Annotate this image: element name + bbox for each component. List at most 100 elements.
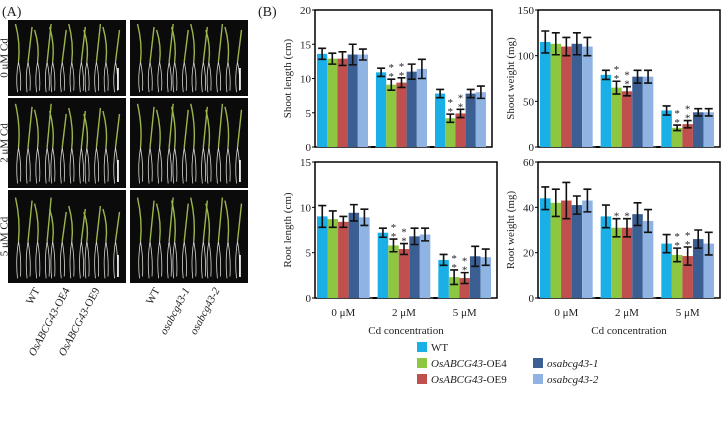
- error-bar: [349, 203, 358, 222]
- bar: [327, 58, 338, 148]
- seedling-shoot: [183, 29, 189, 62]
- seedling-shoot: [149, 200, 155, 242]
- significance-star: *: [685, 230, 691, 242]
- error-bar: [623, 217, 631, 238]
- seedling-root: [79, 61, 84, 93]
- seedling-root: [216, 61, 222, 93]
- y-tick-label: 15: [300, 39, 312, 51]
- seedling-root: [201, 147, 206, 184]
- seedling-root: [25, 61, 31, 93]
- bar: [561, 46, 572, 147]
- y-tick-label: 100: [518, 51, 535, 63]
- seedling-root: [44, 61, 50, 93]
- seedling-root: [16, 147, 22, 184]
- error-bar: [466, 88, 475, 99]
- error-bar: [562, 181, 571, 220]
- error-bar: [387, 78, 396, 91]
- seedling-root: [157, 61, 163, 93]
- seedling-shoot: [27, 106, 33, 148]
- seedling-root: [25, 147, 31, 184]
- significance-star: *: [391, 231, 397, 243]
- error-bar: [601, 69, 610, 81]
- x-tick-label: 2 μM: [392, 307, 416, 319]
- error-bar: [421, 227, 430, 242]
- bar: [692, 239, 704, 298]
- significance-star: *: [448, 97, 454, 109]
- significance-star: *: [674, 108, 680, 120]
- seedling-root: [216, 241, 222, 279]
- seedling-shoot: [114, 29, 121, 62]
- seedling-root: [84, 147, 90, 184]
- significance-star: *: [685, 104, 691, 116]
- error-bar: [662, 233, 671, 254]
- seedling-shoot: [190, 23, 196, 62]
- error-bar: [407, 63, 416, 80]
- y-tick-label: 0: [529, 142, 535, 154]
- bar: [561, 200, 572, 298]
- seedling-shoot: [224, 26, 230, 62]
- error-bar: [439, 253, 448, 267]
- seedling-shoot: [136, 23, 142, 62]
- seedling-root: [206, 147, 212, 184]
- significance-star: *: [458, 101, 464, 113]
- bar: [459, 278, 470, 298]
- seedling-root: [69, 147, 75, 184]
- seedling-root: [147, 241, 153, 279]
- bar: [682, 124, 693, 147]
- significance-star: *: [624, 70, 630, 82]
- seedling-root: [206, 241, 212, 279]
- genotype-label-italic: OsABCG43: [26, 306, 61, 358]
- error-bar: [601, 204, 610, 229]
- significance-star: *: [685, 113, 691, 125]
- bar: [396, 82, 407, 147]
- error-bar: [481, 248, 490, 267]
- genotype-label-italic: osabcg43-2: [188, 285, 223, 336]
- y-axis-label: Root weight (mg): [505, 191, 517, 270]
- legend-label: WT: [431, 342, 448, 354]
- legend-item: WT: [417, 342, 448, 354]
- seedling-shoot: [155, 109, 161, 148]
- bar: [571, 205, 583, 298]
- x-tick-label: 0 μM: [554, 307, 578, 319]
- legend-swatch: [533, 358, 543, 368]
- error-bar: [358, 48, 367, 61]
- genotype-label: osabcg43-1: [158, 286, 193, 337]
- seedling-root: [44, 147, 50, 184]
- bar: [386, 84, 397, 147]
- genotype-label-plain: WT: [144, 286, 163, 307]
- seedling-shoot: [190, 103, 196, 148]
- seedling-root: [16, 241, 22, 279]
- seedling-root: [157, 241, 163, 279]
- bar: [359, 217, 370, 298]
- seedling-photo: [8, 98, 126, 188]
- seedling-root: [35, 147, 41, 184]
- seedling-shoot: [171, 106, 176, 148]
- y-tick-label: 60: [523, 157, 535, 169]
- bar: [682, 256, 693, 298]
- legend-label-italic: osabcg43-1: [547, 358, 598, 370]
- bar: [600, 74, 612, 147]
- seedling-shoot: [68, 107, 74, 148]
- seedling-shoot: [171, 200, 176, 242]
- bar: [475, 92, 486, 147]
- legend-swatch: [417, 374, 427, 384]
- seedling-shoot: [217, 23, 224, 62]
- error-bar: [348, 43, 357, 66]
- bar: [455, 113, 466, 147]
- error-bar: [551, 188, 560, 218]
- error-bar: [410, 227, 419, 246]
- bar: [448, 277, 460, 298]
- significance-star: *: [451, 253, 457, 265]
- seedling-shoot: [49, 26, 54, 62]
- seedling-shoot: [168, 103, 174, 148]
- bar: [376, 72, 387, 147]
- bar: [540, 198, 551, 298]
- seedling-shoot: [68, 205, 74, 242]
- legend-item: OsABCG43-OE4: [417, 358, 507, 370]
- bar: [692, 112, 704, 147]
- bar: [550, 43, 562, 147]
- seedling-root: [60, 241, 65, 279]
- seedling-root: [191, 61, 197, 93]
- legend: WTOsABCG43-OE4OsABCG43-OE9osabcg43-1osab…: [417, 342, 599, 386]
- seedling-shoot: [83, 113, 89, 148]
